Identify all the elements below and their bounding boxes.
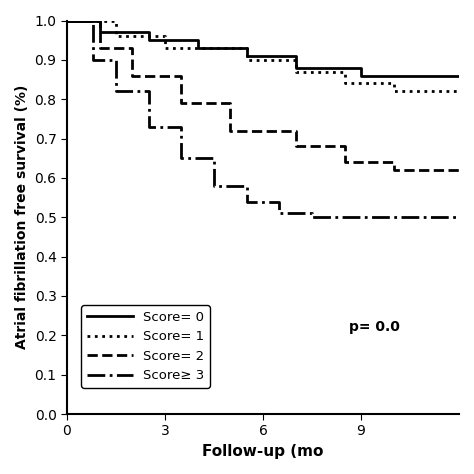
Score≥ 3 <box>407 214 413 220</box>
Score= 2 <box>293 144 299 149</box>
Score= 1 <box>391 89 397 94</box>
Score= 1 <box>391 81 397 86</box>
Score≥ 3 <box>358 214 364 220</box>
Score= 2 <box>179 73 184 78</box>
Score≥ 3 <box>244 183 249 189</box>
Score= 0 <box>146 37 152 43</box>
Score≥ 3 <box>276 210 282 216</box>
Score= 0 <box>97 29 102 35</box>
Score= 1 <box>113 33 119 39</box>
Score= 0 <box>146 29 152 35</box>
Y-axis label: Atrial fibrillation free survival (%): Atrial fibrillation free survival (%) <box>15 85 29 349</box>
Score= 0 <box>358 73 364 78</box>
Line: Score= 1: Score= 1 <box>67 20 459 91</box>
Score≥ 3 <box>113 57 119 63</box>
Score≥ 3 <box>244 199 249 204</box>
Score= 0 <box>293 65 299 71</box>
Score≥ 3 <box>309 214 315 220</box>
Score= 2 <box>97 45 102 51</box>
Score= 2 <box>342 159 347 165</box>
Score≥ 3 <box>146 89 152 94</box>
Score= 1 <box>244 57 249 63</box>
Score= 0 <box>195 45 201 51</box>
Score≥ 3 <box>456 214 462 220</box>
Line: Score≥ 3: Score≥ 3 <box>67 20 459 217</box>
Score= 2 <box>179 100 184 106</box>
Score≥ 3 <box>179 155 184 161</box>
Line: Score= 0: Score= 0 <box>67 20 459 75</box>
Score= 0 <box>456 73 462 78</box>
Score≥ 3 <box>211 155 217 161</box>
Score= 2 <box>97 18 102 23</box>
Score≥ 3 <box>113 89 119 94</box>
Score≥ 3 <box>211 183 217 189</box>
Score= 2 <box>293 128 299 134</box>
Line: Score= 2: Score= 2 <box>67 20 459 170</box>
Score≥ 3 <box>90 57 96 63</box>
Score= 0 <box>358 65 364 71</box>
Legend: Score= 0, Score= 1, Score= 2, Score≥ 3: Score= 0, Score= 1, Score= 2, Score≥ 3 <box>82 305 210 388</box>
Score= 2 <box>391 167 397 173</box>
Score≥ 3 <box>64 18 70 23</box>
Score≥ 3 <box>276 199 282 204</box>
Score≥ 3 <box>146 124 152 129</box>
Score= 2 <box>342 144 347 149</box>
Score= 1 <box>456 89 462 94</box>
Score= 1 <box>293 69 299 74</box>
Score≥ 3 <box>90 18 96 23</box>
Score= 1 <box>293 57 299 63</box>
Score= 2 <box>228 100 233 106</box>
Score= 2 <box>129 45 135 51</box>
Score= 2 <box>129 73 135 78</box>
Score= 0 <box>195 37 201 43</box>
Score≥ 3 <box>358 214 364 220</box>
Score≥ 3 <box>309 210 315 216</box>
Score= 0 <box>293 53 299 59</box>
Score= 1 <box>162 33 168 39</box>
Score= 1 <box>342 69 347 74</box>
Score= 0 <box>244 45 249 51</box>
Score= 2 <box>64 18 70 23</box>
Score= 0 <box>244 53 249 59</box>
Score= 1 <box>244 45 249 51</box>
Score≥ 3 <box>179 124 184 129</box>
Score= 1 <box>64 18 70 23</box>
Score= 1 <box>113 18 119 23</box>
Score= 1 <box>342 81 347 86</box>
Score= 0 <box>97 18 102 23</box>
Score= 2 <box>228 128 233 134</box>
Score= 0 <box>64 18 70 23</box>
Score≥ 3 <box>407 214 413 220</box>
Score= 1 <box>162 45 168 51</box>
Text: p= 0.0: p= 0.0 <box>349 320 400 335</box>
X-axis label: Follow-up (mo: Follow-up (mo <box>202 444 324 459</box>
Score= 2 <box>456 167 462 173</box>
Score= 2 <box>391 159 397 165</box>
